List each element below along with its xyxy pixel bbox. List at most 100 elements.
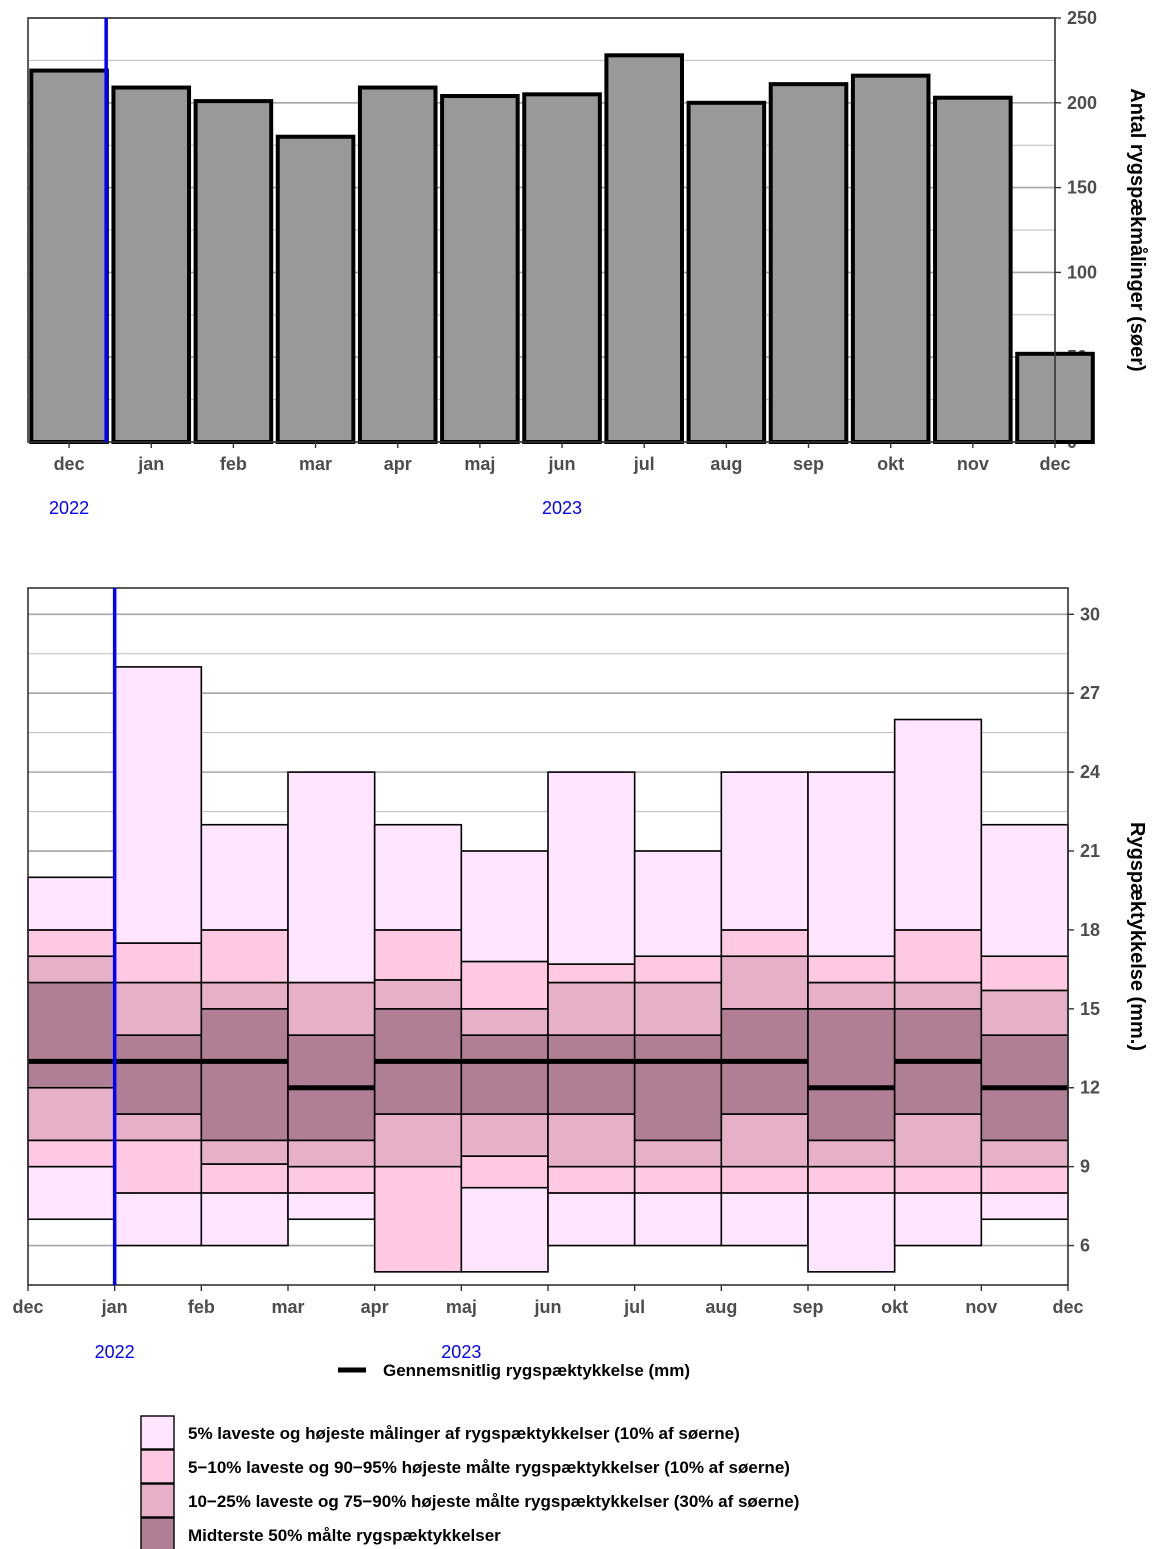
- bar: [111, 85, 192, 444]
- band-75-90: [893, 981, 983, 1010]
- band-90-95: [807, 955, 896, 984]
- band-highest-5: [547, 771, 636, 965]
- band-90-95: [113, 942, 203, 984]
- panel-border: [27, 587, 1069, 1286]
- band-middle-50: [460, 1034, 549, 1115]
- legend-item-label: 5% laveste og højeste målinger af rygspæ…: [188, 1424, 740, 1443]
- x-tick-label: dec: [1052, 1297, 1083, 1317]
- band-10-25: [287, 1139, 376, 1168]
- band-5-10: [200, 1163, 289, 1194]
- legend-swatch: [140, 1517, 175, 1549]
- y-tick-label: 6: [1080, 1236, 1090, 1256]
- band-highest-5: [113, 666, 203, 944]
- band-highest-5: [633, 850, 723, 958]
- band-75-90: [633, 981, 723, 1036]
- x-tick-label: dec: [12, 1297, 43, 1317]
- legend-mean-label: Gennemsnitlig rygspæktykkelse (mm): [383, 1361, 690, 1380]
- x-tick-label: feb: [188, 1297, 215, 1317]
- x-tick-label: okt: [877, 454, 904, 474]
- y-tick-label: 21: [1080, 841, 1100, 861]
- year-label: 2022: [49, 498, 89, 518]
- band-10-25: [720, 1113, 809, 1168]
- band-lowest-5: [720, 1192, 809, 1247]
- band-10-25: [980, 1139, 1069, 1168]
- band-5-10: [633, 1165, 723, 1194]
- band-lowest-5: [27, 1165, 116, 1221]
- y-tick-label: 200: [1067, 93, 1097, 113]
- y-tick-label: 30: [1080, 604, 1100, 624]
- band-10-25: [200, 1139, 289, 1165]
- x-tick-label: nov: [957, 454, 989, 474]
- x-tick-label: jan: [137, 454, 164, 474]
- band-10-25: [373, 1113, 463, 1168]
- legend-swatch: [140, 1483, 175, 1518]
- y-tick-label: 12: [1080, 1078, 1100, 1098]
- band-75-90: [113, 981, 203, 1036]
- y-tick-label: 250: [1067, 8, 1097, 28]
- band-5-10: [113, 1139, 203, 1194]
- band-10-25: [807, 1139, 896, 1168]
- band-75-90: [980, 989, 1069, 1036]
- year-label: 2022: [95, 1342, 135, 1362]
- band-lowest-5: [980, 1192, 1069, 1221]
- band-90-95: [27, 929, 116, 958]
- bar: [686, 100, 767, 445]
- band-10-25: [893, 1113, 983, 1168]
- x-tick-label: dec: [54, 454, 85, 474]
- bar-chart: 050100150200250decjanfebmaraprmajjunjula…: [27, 8, 1149, 518]
- band-lowest-5: [807, 1192, 896, 1273]
- band-10-25: [113, 1113, 203, 1142]
- bar: [604, 53, 684, 444]
- band-75-90: [460, 1008, 549, 1036]
- x-tick-label: jul: [623, 1297, 645, 1317]
- band-5-10: [547, 1165, 636, 1194]
- bar: [275, 134, 356, 444]
- band-lowest-5: [460, 1186, 549, 1273]
- bar: [357, 85, 438, 444]
- band-highest-5: [200, 823, 289, 931]
- bar: [29, 68, 109, 445]
- x-tick-label: jul: [633, 454, 655, 474]
- band-middle-50: [200, 1008, 289, 1142]
- x-tick-label: aug: [710, 454, 742, 474]
- band-90-95: [373, 929, 463, 981]
- band-5-10: [980, 1165, 1069, 1194]
- quantile-chart: 6 9 12 15 18 21 24 27 30 dec jan feb mar apr maj jun jul…: [12, 587, 1148, 1362]
- x-tick-label: okt: [881, 1297, 908, 1317]
- year-label: 2023: [542, 498, 582, 518]
- legend-item-label: 10−25% laveste og 75−90% højeste målte r…: [188, 1492, 799, 1511]
- band-75-90: [287, 981, 376, 1036]
- band-middle-50: [633, 1034, 723, 1142]
- y-tick-label: 15: [1080, 999, 1100, 1019]
- band-lowest-5: [893, 1192, 983, 1247]
- band-middle-50: [27, 981, 116, 1089]
- band-10-25: [27, 1086, 116, 1142]
- bar: [193, 99, 274, 444]
- y-tick-label: 150: [1067, 178, 1097, 198]
- band-75-90: [547, 981, 636, 1036]
- legend-swatch: [140, 1415, 175, 1450]
- x-tick-label: jun: [534, 1297, 562, 1317]
- x-tick-label: maj: [464, 454, 495, 474]
- band-90-95: [980, 955, 1069, 992]
- band-75-90: [807, 981, 896, 1010]
- x-tick-label: dec: [1039, 454, 1070, 474]
- band-5-10: [893, 1165, 983, 1194]
- band-5-10: [373, 1165, 463, 1273]
- y-tick-label: 18: [1080, 920, 1100, 940]
- y-tick-label: 24: [1080, 762, 1100, 782]
- band-highest-5: [460, 850, 549, 963]
- band-75-90: [200, 981, 289, 1010]
- y-axis-label: Rygspæktykkelse (mm.): [1126, 822, 1148, 1051]
- band-highest-5: [287, 771, 376, 984]
- bar: [768, 82, 849, 444]
- band-5-10: [460, 1155, 549, 1189]
- band-highest-5: [720, 771, 809, 931]
- legend-swatch: [140, 1449, 175, 1484]
- band-highest-5: [373, 823, 463, 931]
- band-75-90: [373, 979, 463, 1010]
- band-5-10: [720, 1165, 809, 1194]
- x-tick-label: apr: [384, 454, 412, 474]
- year-label: 2023: [441, 1342, 481, 1362]
